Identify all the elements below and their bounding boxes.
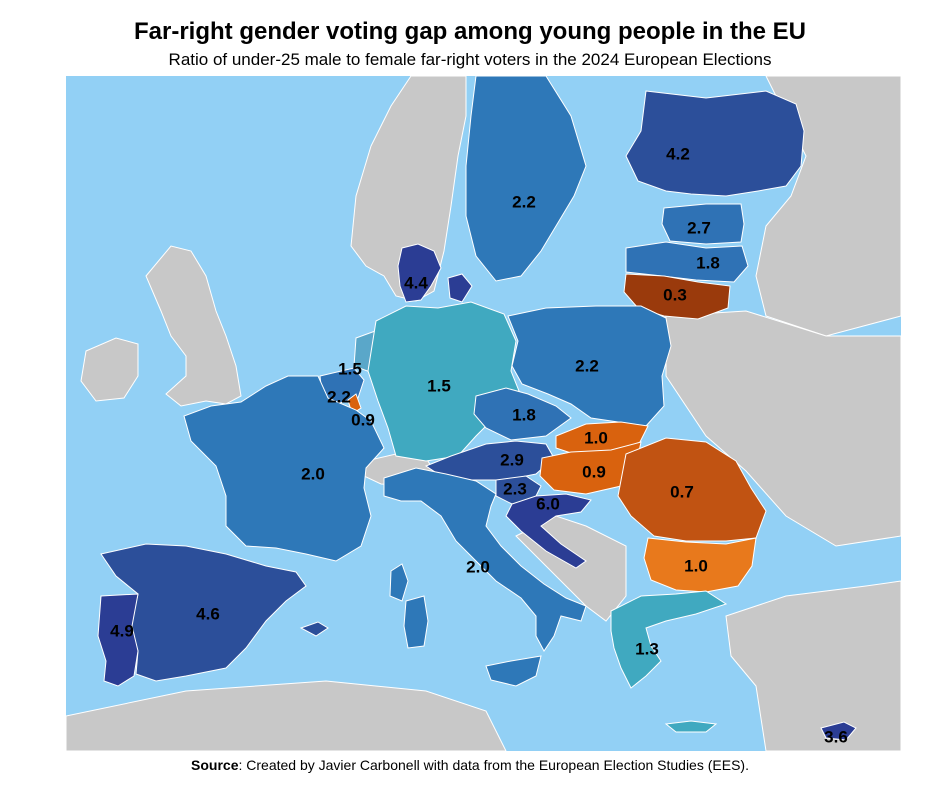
source-label: Source: [191, 757, 239, 773]
sicily-region[interactable]: [485, 655, 542, 687]
croatia-region[interactable]: [505, 493, 592, 569]
value-labels: 4.2 2.2 2.7 1.8 0.3 4.4 1.5 2.2 0.9 1.5 …: [110, 145, 848, 747]
portugal-region[interactable]: [97, 593, 139, 687]
value-label-czechia: 1.8: [512, 406, 536, 425]
lithuania-region[interactable]: [623, 273, 731, 320]
value-label-bulgaria: 1.0: [684, 557, 708, 576]
value-label-slovenia: 2.3: [503, 480, 527, 499]
value-label-romania: 0.7: [670, 483, 694, 502]
map-subtitle: Ratio of under-25 male to female far-rig…: [168, 50, 772, 69]
czechia-region[interactable]: [473, 387, 572, 441]
ireland-land: [80, 337, 139, 402]
belarus-ukraine-land: [665, 310, 901, 547]
source-text: : Created by Javier Carbonell with data …: [238, 757, 749, 773]
great-britain-land: [145, 245, 242, 407]
latvia-region[interactable]: [625, 241, 749, 283]
value-label-finland: 4.2: [666, 145, 690, 164]
denmark-islands-region[interactable]: [447, 273, 473, 303]
value-label-greece: 1.3: [635, 640, 659, 659]
value-label-sweden: 2.2: [512, 193, 536, 212]
value-label-germany: 1.5: [427, 377, 451, 396]
value-label-netherlands: 1.5: [338, 360, 362, 379]
value-label-spain: 4.6: [196, 605, 220, 624]
corsica-region[interactable]: [389, 563, 409, 602]
sweden-region[interactable]: [465, 76, 587, 282]
italy-region[interactable]: [383, 467, 587, 652]
value-label-belgium: 2.2: [327, 388, 351, 407]
value-label-lithuania: 0.3: [663, 286, 687, 305]
value-label-luxembourg: 0.9: [351, 411, 375, 430]
value-label-croatia: 6.0: [536, 495, 560, 514]
value-label-hungary: 0.9: [582, 463, 606, 482]
value-label-slovakia: 1.0: [584, 429, 608, 448]
value-label-estonia: 2.7: [687, 219, 711, 238]
source-note: Source: Created by Javier Carbonell with…: [0, 757, 940, 773]
value-label-cyprus: 3.6: [824, 728, 848, 747]
value-label-france: 2.0: [301, 465, 325, 484]
balearics-region[interactable]: [299, 621, 329, 637]
greece-region[interactable]: [610, 590, 728, 689]
denmark-region[interactable]: [397, 243, 442, 303]
cyprus-region[interactable]: [820, 721, 857, 741]
value-label-denmark: 4.4: [404, 274, 428, 293]
bulgaria-region[interactable]: [643, 537, 757, 593]
estonia-region[interactable]: [661, 203, 745, 245]
value-label-italy: 2.0: [466, 558, 490, 577]
value-label-poland: 2.2: [575, 357, 599, 376]
value-label-austria: 2.9: [500, 451, 524, 470]
finland-region[interactable]: [625, 90, 805, 197]
map-title: Far-right gender voting gap among young …: [133, 18, 806, 45]
turkey-land: [725, 580, 901, 751]
north-africa-land: [66, 680, 507, 751]
crete-region[interactable]: [664, 720, 718, 733]
value-label-latvia: 1.8: [696, 254, 720, 273]
value-label-portugal: 4.9: [110, 622, 134, 641]
france-region[interactable]: [183, 375, 385, 562]
sardinia-region[interactable]: [403, 595, 429, 649]
europe-map: 4.2 2.2 2.7 1.8 0.3 4.4 1.5 2.2 0.9 1.5 …: [66, 76, 901, 751]
